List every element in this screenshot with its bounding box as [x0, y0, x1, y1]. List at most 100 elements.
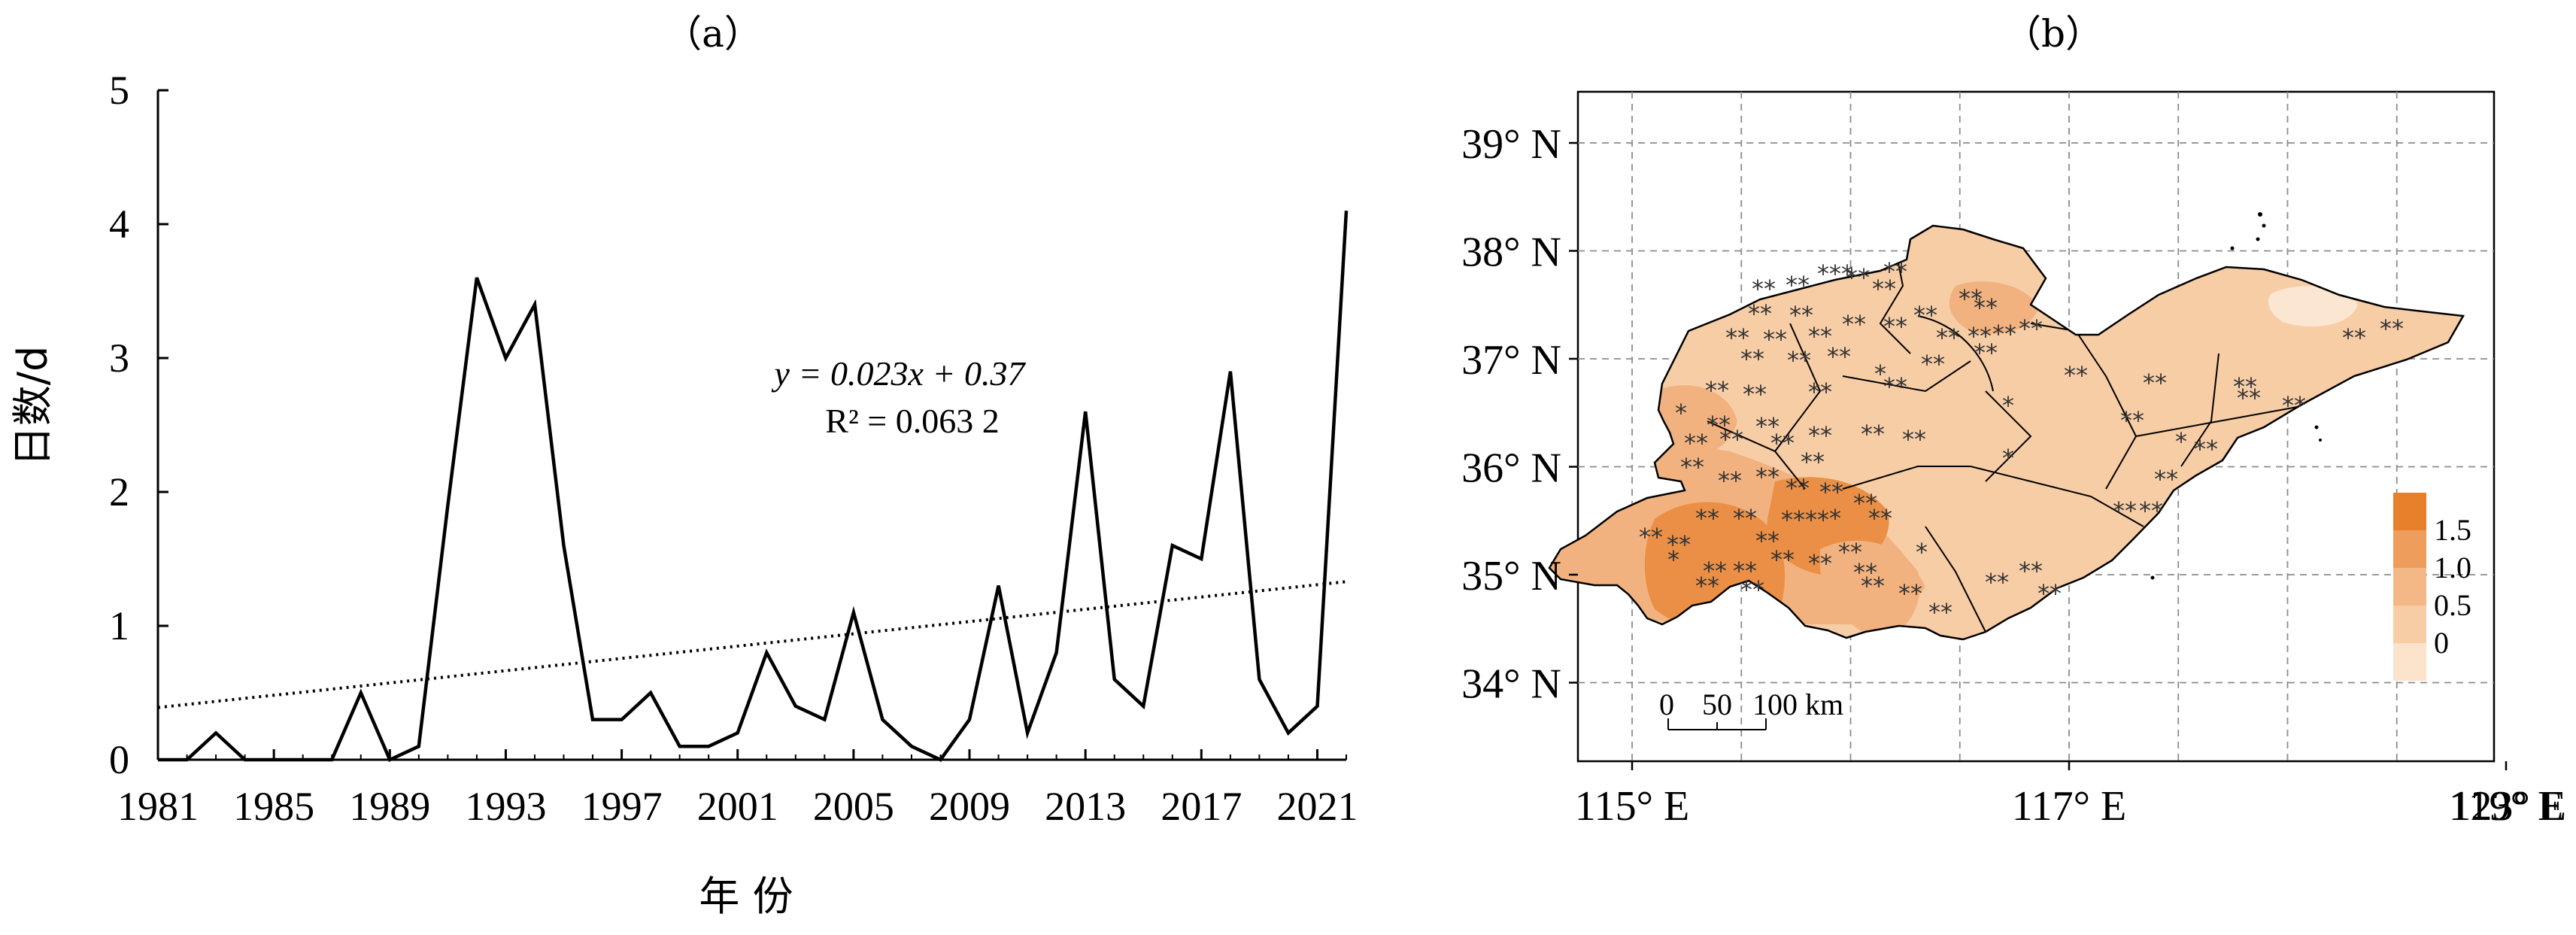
contour-pale-northeast — [2268, 286, 2358, 327]
significance-star: ** — [1808, 378, 1832, 406]
island-dots — [2150, 212, 2322, 580]
significance-star: ** — [2154, 465, 2178, 493]
significance-star: ** — [1725, 323, 1749, 352]
significance-star: ** — [1959, 284, 1983, 313]
significance-star: ** — [1786, 271, 1810, 299]
color-legend: 1.5 1.0 0.5 0 — [2393, 493, 2471, 681]
significance-star: ** — [1853, 558, 1877, 587]
significance-star: ** — [1718, 466, 1742, 495]
x-tick-label: 1989 — [349, 784, 430, 829]
significance-star: ** — [1861, 572, 1885, 600]
x-tick-label: 2021 — [1276, 784, 1358, 829]
significance-star: ** — [1733, 504, 1757, 533]
significance-star: ** — [1752, 275, 1776, 303]
data-point — [1258, 678, 1260, 680]
significance-star: ** — [1763, 325, 1787, 354]
data-point — [360, 692, 362, 694]
x-tick-group: 1981 1985 1989 1993 1997 2001 2005 2009 2013 2017… — [117, 749, 1358, 829]
y-tick-label: 4 — [109, 202, 129, 247]
significance-star: ** — [1743, 380, 1767, 408]
x-tick-label: 1997 — [581, 784, 663, 829]
x-tick-label: 2005 — [813, 784, 894, 829]
significance-star: ** — [1695, 504, 1719, 533]
significance-star: ** — [1695, 572, 1719, 600]
data-point — [969, 719, 970, 721]
significance-star: ** — [1705, 376, 1729, 405]
significance-star: ** — [1801, 448, 1825, 476]
significance-star: ** — [2037, 579, 2062, 608]
significance-star: ** — [1808, 549, 1832, 578]
legend-swatch — [2393, 530, 2426, 568]
significance-star: ** — [2120, 406, 2144, 435]
y-axis-label: 日数/d — [9, 346, 56, 466]
y-tick-label: 1 — [109, 603, 129, 648]
x-tick-label: 2009 — [929, 784, 1010, 829]
significance-star: ** — [1755, 463, 1780, 491]
significance-star: ** — [1707, 411, 1731, 439]
significance-star: ** — [1968, 322, 1992, 351]
significance-star: ** — [1703, 557, 1727, 585]
lat-tick-label: 36° N — [1461, 445, 1561, 492]
significance-star: ** — [2139, 496, 2163, 525]
lon-tick-label: 123° E — [2450, 783, 2566, 830]
significance-star: ** — [1974, 338, 1998, 367]
significance-star: ** — [1808, 322, 1832, 351]
significance-star: ** — [1936, 323, 1960, 352]
x-tick-label: 1981 — [117, 784, 199, 829]
significance-star: ** — [1748, 299, 1772, 328]
x-tick-label: 2017 — [1161, 784, 1242, 829]
significance-star: ** — [1786, 474, 1810, 502]
significance-star: ** — [1667, 530, 1691, 559]
data-point — [824, 719, 825, 721]
regression-equation: y = 0.023x + 0.37 — [772, 354, 1027, 393]
legend-swatch — [2393, 606, 2426, 643]
legend-swatch — [2393, 493, 2426, 530]
data-point — [563, 545, 565, 546]
significance-star: ** — [2233, 372, 2257, 401]
data-point — [1200, 558, 1202, 560]
lon-tick-label: 115° E — [1575, 783, 1690, 830]
significance-star: ** — [1684, 429, 1708, 457]
data-point — [621, 719, 623, 721]
data-point — [679, 745, 681, 747]
data-point — [1172, 545, 1173, 546]
r-squared-label: R² = 0.063 2 — [825, 402, 999, 440]
lat-tick-label: 39° N — [1461, 121, 1561, 168]
significance-star: *** — [1817, 260, 1853, 288]
data-point — [911, 745, 912, 747]
significance-star: * — [1874, 360, 1886, 388]
data-point — [1056, 652, 1057, 654]
contour-mid-south — [1820, 540, 1920, 639]
significance-star: * — [1675, 399, 1687, 427]
significance-star: ** — [2143, 369, 2167, 397]
data-point — [418, 745, 420, 747]
data-point — [708, 745, 709, 747]
significance-star: ** — [1898, 579, 1922, 608]
significance-star: ** — [1842, 310, 1866, 338]
significance-star: ** — [1789, 301, 1813, 329]
lat-tick-label: 38° N — [1461, 229, 1561, 276]
lat-tick-label: 34° N — [1461, 661, 1561, 708]
legend-swatch — [2393, 568, 2426, 606]
contour-mid-north — [1949, 281, 2038, 334]
x-tick-label: 1985 — [233, 784, 314, 829]
significance-star: ** — [1733, 557, 1757, 585]
significance-star: ** — [1902, 425, 1926, 454]
y-tick-label: 2 — [109, 469, 129, 515]
data-point — [534, 304, 536, 305]
significance-star: ** — [1883, 312, 1907, 341]
scale-bar-label: 0 — [1659, 688, 1674, 721]
significance-star: ** — [1868, 504, 1892, 533]
x-axis-label: 年 份 — [699, 873, 793, 920]
scale-bar: 0 50 100 km — [1659, 688, 1843, 730]
significance-star: ** — [1755, 412, 1780, 441]
significance-star: ** — [2380, 314, 2404, 343]
significance-star: ** — [1740, 345, 1764, 373]
x-tick-label: 2001 — [697, 784, 778, 829]
trend-line — [157, 580, 1347, 709]
series-line — [158, 211, 1349, 763]
significance-star: ** — [1985, 568, 2009, 597]
significance-star: ** — [2237, 384, 2261, 412]
